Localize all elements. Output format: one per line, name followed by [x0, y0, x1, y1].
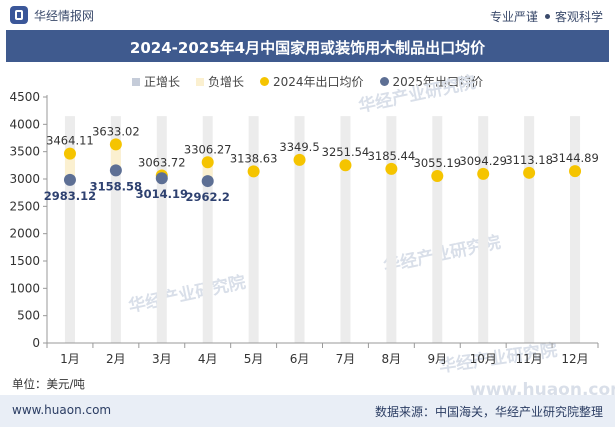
y-tick-label: 500 [17, 309, 40, 323]
slogan-left: 专业严谨 [489, 10, 538, 24]
brand-name: 华经情报网 [34, 8, 95, 23]
x-tick-label: 2月 [106, 352, 126, 366]
data-point-2024 [385, 162, 398, 175]
data-label-2024: 3633.02 [92, 124, 140, 138]
data-label-2024: 3055.19 [414, 156, 462, 170]
y-tick-label: 2500 [9, 199, 40, 213]
data-label-2024: 3306.27 [184, 142, 232, 156]
data-label-2024: 3185.44 [368, 149, 416, 163]
data-point-2025 [155, 172, 168, 185]
background-bar [110, 116, 121, 343]
background-bar [524, 116, 535, 343]
x-tick-label: 7月 [336, 352, 356, 366]
data-point-2025 [63, 173, 76, 186]
data-label-2024: 3063.72 [138, 156, 186, 170]
legend-item-2025: 2025年出口均价 [379, 73, 484, 90]
x-tick-label: 8月 [382, 352, 402, 366]
data-label-2025: 3014.19 [136, 187, 188, 201]
x-tick-label: 10月 [470, 352, 497, 366]
legend: 正增长 负增长 2024年出口均价 2025年出口均价 [0, 73, 615, 90]
legend-label: 负增长 [207, 75, 244, 89]
background-bar [340, 116, 351, 343]
data-point-2024 [569, 165, 582, 178]
legend-item-positive: 正增长 [131, 73, 180, 90]
data-point-2024 [431, 169, 444, 182]
data-point-2024 [109, 138, 122, 151]
data-label-2025: 2962.2 [186, 190, 230, 204]
background-bar [202, 116, 213, 343]
chart-area: 华经产业研究院华经产业研究院华经产业研究院华经产业研究院www.huaon.co… [9, 72, 615, 395]
x-tick-label: 6月 [290, 352, 310, 366]
brand-logo-icon [10, 6, 28, 24]
y-tick-label: 4000 [9, 117, 40, 131]
data-label-2025: 2983.12 [44, 189, 96, 203]
legend-item-negative: 负增长 [195, 73, 244, 90]
data-point-2025 [201, 175, 214, 188]
legend-item-2024: 2024年出口均价 [259, 73, 364, 90]
x-tick-label: 5月 [244, 352, 264, 366]
watermark: 华经产业研究院 [357, 72, 478, 117]
data-point-2024 [523, 166, 536, 179]
title-bar: 2024-2025年4月中国家用或装饰用木制品出口均价 [6, 30, 609, 62]
background-bar [156, 116, 167, 343]
data-label-2024: 3094.29 [459, 154, 507, 168]
data-point-2024 [339, 159, 352, 172]
watermark: www.huaon.com [470, 380, 615, 395]
unit-label: 单位：美元/吨 [12, 377, 85, 391]
data-point-2024 [477, 167, 490, 180]
background-bar [294, 116, 305, 343]
change-bar-negative [64, 153, 75, 180]
y-tick-label: 1000 [9, 281, 40, 295]
x-tick-label: 4月 [198, 352, 218, 366]
data-source: 数据来源：中国海关，华经产业研究院整理 [374, 405, 603, 419]
background-bar [570, 116, 581, 343]
data-label-2024: 3464.11 [46, 134, 94, 148]
y-tick-label: 2000 [9, 227, 40, 241]
watermark: 华经产业研究院 [127, 272, 248, 317]
chart-title: 2024-2025年4月中国家用或装饰用木制品出口均价 [129, 39, 486, 57]
y-tick-label: 3500 [9, 145, 40, 159]
legend-label: 2025年出口均价 [392, 75, 484, 89]
legend-swatch-negative [195, 77, 204, 86]
background-bar [386, 116, 397, 343]
data-label-2024: 3138.63 [230, 151, 278, 165]
x-tick-label: 12月 [561, 352, 588, 366]
legend-swatch-positive [131, 77, 140, 86]
background-bar [432, 116, 443, 343]
background-bar [64, 116, 75, 343]
x-tick-label: 1月 [60, 352, 80, 366]
data-point-2024 [247, 165, 260, 178]
legend-label: 2024年出口均价 [272, 75, 364, 89]
x-tick-label: 3月 [152, 352, 172, 366]
legend-swatch-2025 [379, 77, 389, 86]
data-label-2024: 3144.89 [551, 151, 599, 165]
change-bar-negative [110, 144, 121, 171]
y-tick-label: 4500 [9, 90, 40, 104]
x-tick-label: 9月 [427, 352, 447, 366]
data-point-2024 [63, 147, 76, 160]
data-label-2024: 3113.18 [505, 153, 553, 167]
legend-swatch-2024 [259, 77, 269, 86]
change-bar-negative [202, 162, 213, 182]
data-point-2024 [293, 153, 306, 166]
x-tick-label: 11月 [515, 352, 542, 366]
y-tick-label: 0 [32, 336, 40, 350]
data-point-2024 [201, 156, 214, 169]
data-label-2025: 3158.58 [90, 179, 142, 193]
site-url: www.huaon.com [12, 403, 112, 417]
footer: www.huaon.com 数据来源：中国海关，华经产业研究院整理 [0, 395, 615, 427]
background-bar [478, 116, 489, 343]
y-tick-label: 3000 [9, 172, 40, 186]
data-label-2024: 3251.54 [322, 145, 370, 159]
background-bar [248, 116, 259, 343]
brand: 华经情报网 [10, 6, 94, 24]
data-point-2025 [109, 164, 122, 177]
bullet-icon [544, 14, 550, 19]
data-label-2024: 3349.5 [279, 140, 319, 154]
legend-label: 正增长 [143, 75, 180, 89]
y-tick-label: 1500 [9, 254, 40, 268]
slogan-right: 客观科学 [554, 10, 603, 24]
slogan: 专业严谨 客观科学 [490, 8, 603, 25]
top-bar: 华经情报网 专业严谨 客观科学 [0, 0, 615, 30]
